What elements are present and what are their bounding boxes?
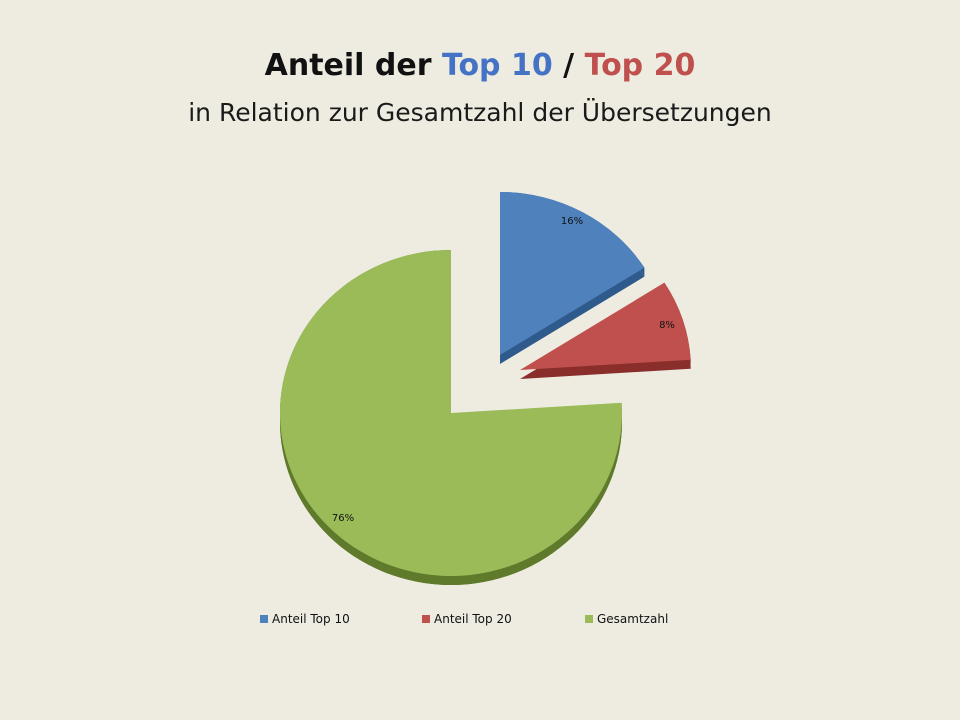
pie-slice-3 <box>280 250 622 576</box>
title-prefix: Anteil der <box>264 48 442 83</box>
legend-item-2: Anteil Top 20 <box>422 612 512 626</box>
title-top10: Top 10 <box>441 48 553 83</box>
title-separator: / <box>552 48 585 83</box>
chart-title: Anteil der Top 10 / Top 20 <box>0 48 960 83</box>
chart-subtitle: in Relation zur Gesamtzahl der Übersetzu… <box>188 98 772 127</box>
legend-swatch <box>422 615 430 623</box>
legend-label: Anteil Top 10 <box>272 612 350 626</box>
title-top20: Top 20 <box>584 48 696 83</box>
pie-slice-2 <box>520 282 691 370</box>
data-label-1: 16% <box>561 216 583 227</box>
legend-item-3: Gesamtzahl <box>585 612 668 626</box>
legend-swatch <box>585 615 593 623</box>
chart-legend: Anteil Top 10 Anteil Top 20 Gesamtzahl <box>0 612 960 632</box>
data-label-3: 76% <box>332 513 354 524</box>
legend-item-1: Anteil Top 10 <box>260 612 350 626</box>
legend-label: Anteil Top 20 <box>434 612 512 626</box>
data-label-2: 8% <box>659 320 675 331</box>
legend-swatch <box>260 615 268 623</box>
pie-slice-1 <box>500 192 645 355</box>
legend-label: Gesamtzahl <box>597 612 669 626</box>
